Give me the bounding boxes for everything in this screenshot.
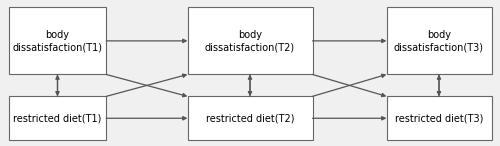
Bar: [386, 96, 492, 140]
Text: body
dissatisfaction(T3): body dissatisfaction(T3): [394, 30, 484, 52]
Bar: [386, 7, 492, 74]
Bar: [188, 96, 312, 140]
Text: restricted diet(T2): restricted diet(T2): [206, 113, 294, 123]
Bar: [188, 7, 312, 74]
Bar: [9, 96, 106, 140]
Text: restricted diet(T1): restricted diet(T1): [14, 113, 102, 123]
Text: body
dissatisfaction(T2): body dissatisfaction(T2): [205, 30, 295, 52]
Bar: [9, 7, 106, 74]
Text: restricted diet(T3): restricted diet(T3): [395, 113, 483, 123]
Text: body
dissatisfaction(T1): body dissatisfaction(T1): [12, 30, 102, 52]
